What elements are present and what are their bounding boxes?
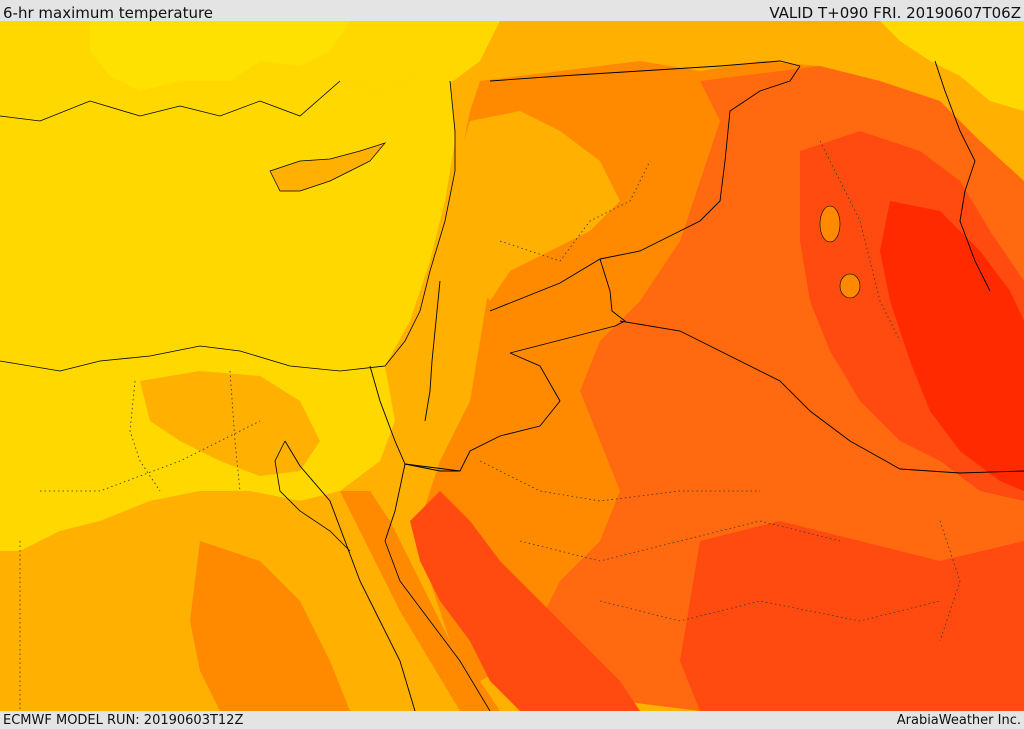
header-bar: 6-hr maximum temperature VALID T+090 FRI… [0,0,1024,22]
map-title: 6-hr maximum temperature [3,4,214,22]
temperature-field-svg [0,21,1024,711]
field-red-hot [880,201,1024,491]
field-egypt-mid [140,371,320,476]
coastlines [0,80,491,711]
valid-time: VALID T+090 FRI. 20190607T06Z [769,4,1021,22]
field-mediterranean [0,76,455,371]
cyprus [269,142,387,192]
field-north-light [90,21,350,91]
field-ne-light [880,21,1024,111]
field-red-sea [340,491,500,711]
field-saudi-west-red [410,491,640,711]
admin-boundaries [19,140,961,711]
field-south-orange [190,541,350,711]
field-saudi-south-red [680,521,1024,711]
credit: ArabiaWeather Inc. [896,713,1021,728]
country-borders [284,60,1024,711]
model-run: ECMWF MODEL RUN: 20190603T12Z [3,713,244,728]
field-syria-light [455,111,620,301]
lake-razazah [819,205,841,243]
weather-map[interactable] [0,21,1024,711]
lake-milh [839,273,861,299]
footer-bar: ECMWF MODEL RUN: 20190603T12Z ArabiaWeat… [0,711,1024,729]
